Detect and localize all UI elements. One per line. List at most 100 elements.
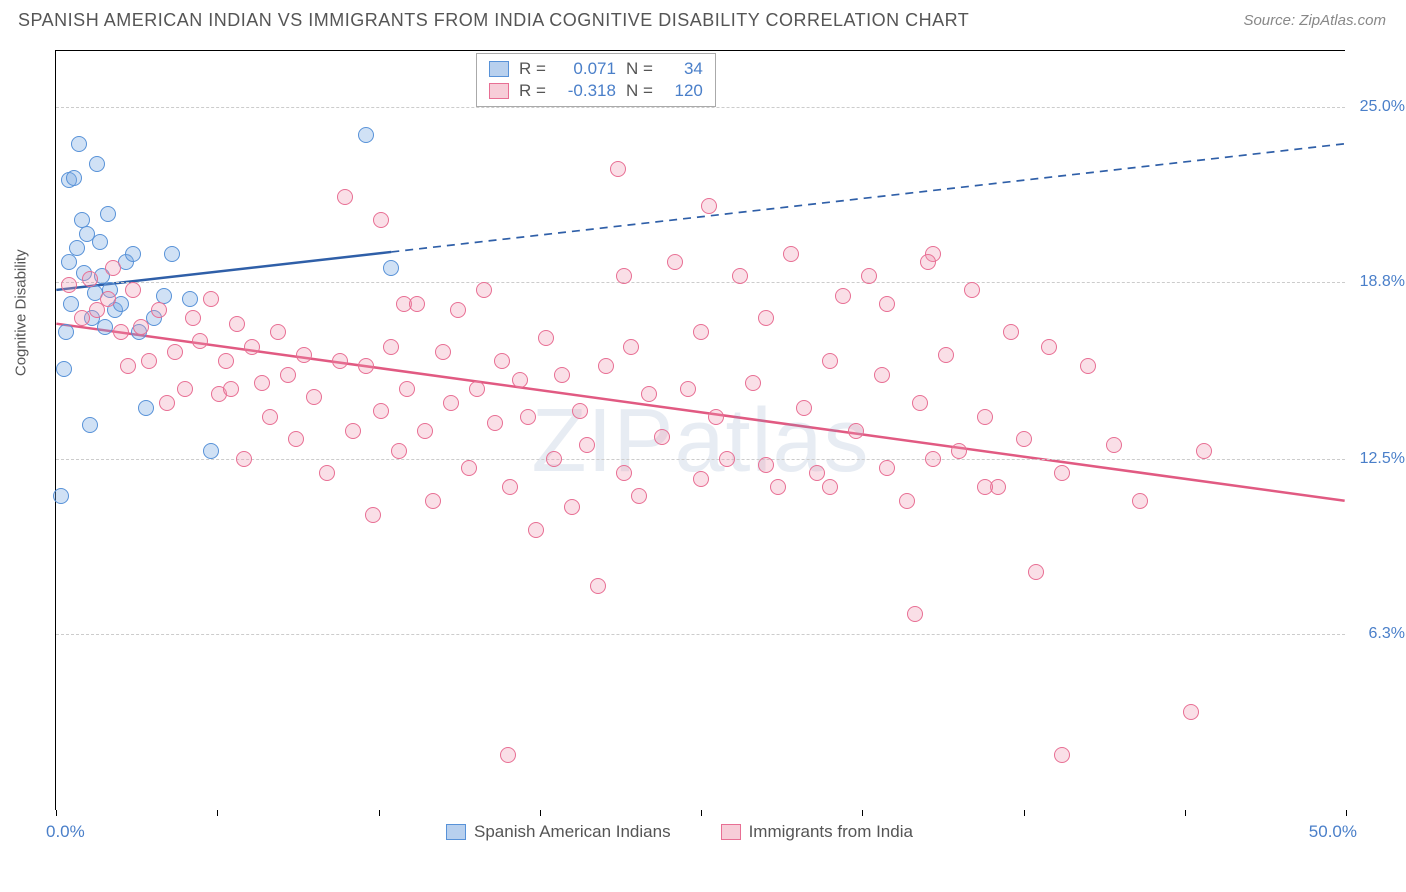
correlation-legend-row: R =0.071N =34 [489, 58, 703, 80]
data-point [71, 136, 87, 152]
data-point [610, 161, 626, 177]
data-point [1196, 443, 1212, 459]
data-point [977, 409, 993, 425]
data-point [244, 339, 260, 355]
data-point [92, 234, 108, 250]
data-point [182, 291, 198, 307]
series-legend-item: Immigrants from India [721, 822, 913, 842]
data-point [100, 206, 116, 222]
chart-title: SPANISH AMERICAN INDIAN VS IMMIGRANTS FR… [18, 10, 969, 31]
data-point [616, 268, 632, 284]
data-point [1080, 358, 1096, 374]
data-point [1016, 431, 1032, 447]
chart-header: SPANISH AMERICAN INDIAN VS IMMIGRANTS FR… [0, 0, 1406, 39]
y-tick-label: 18.8% [1360, 273, 1405, 291]
data-point [616, 465, 632, 481]
data-point [693, 324, 709, 340]
correlation-legend: R =0.071N =34R =-0.318N =120 [476, 53, 716, 107]
r-value: -0.318 [556, 81, 616, 101]
data-point [654, 429, 670, 445]
data-point [218, 353, 234, 369]
n-value: 34 [663, 59, 703, 79]
data-point [1003, 324, 1019, 340]
data-point [912, 395, 928, 411]
data-point [229, 316, 245, 332]
data-point [874, 367, 890, 383]
gridline [56, 634, 1345, 635]
data-point [383, 339, 399, 355]
r-value: 0.071 [556, 59, 616, 79]
data-point [383, 260, 399, 276]
data-point [732, 268, 748, 284]
data-point [564, 499, 580, 515]
data-point [203, 443, 219, 459]
data-point [319, 465, 335, 481]
x-tick [1185, 810, 1186, 816]
data-point [708, 409, 724, 425]
data-point [554, 367, 570, 383]
data-point [631, 488, 647, 504]
data-point [236, 451, 252, 467]
data-point [572, 403, 588, 419]
data-point [502, 479, 518, 495]
data-point [223, 381, 239, 397]
data-point [951, 443, 967, 459]
data-point [879, 296, 895, 312]
data-point [306, 389, 322, 405]
x-tick [1024, 810, 1025, 816]
data-point [74, 310, 90, 326]
data-point [358, 358, 374, 374]
data-point [435, 344, 451, 360]
data-point [667, 254, 683, 270]
y-axis-label: Cognitive Disability [13, 249, 30, 376]
data-point [494, 353, 510, 369]
y-tick-label: 12.5% [1360, 450, 1405, 468]
data-point [365, 507, 381, 523]
data-point [719, 451, 735, 467]
trend-lines [56, 51, 1345, 810]
data-point [105, 260, 121, 276]
data-point [66, 170, 82, 186]
data-point [680, 381, 696, 397]
x-tick [56, 810, 57, 816]
data-point [358, 127, 374, 143]
data-point [391, 443, 407, 459]
data-point [177, 381, 193, 397]
data-point [977, 479, 993, 495]
data-point [141, 353, 157, 369]
data-point [89, 156, 105, 172]
legend-swatch [446, 824, 466, 840]
n-label: N = [626, 81, 653, 101]
data-point [192, 333, 208, 349]
r-label: R = [519, 81, 546, 101]
data-point [296, 347, 312, 363]
scatter-chart: Cognitive Disability ZIPatlas R =0.071N … [55, 50, 1345, 810]
data-point [701, 198, 717, 214]
data-point [822, 479, 838, 495]
data-point [758, 457, 774, 473]
series-legend: Spanish American IndiansImmigrants from … [446, 822, 913, 842]
data-point [373, 212, 389, 228]
data-point [809, 465, 825, 481]
data-point [82, 271, 98, 287]
data-point [61, 277, 77, 293]
data-point [925, 451, 941, 467]
data-point [579, 437, 595, 453]
data-point [120, 358, 136, 374]
data-point [63, 296, 79, 312]
data-point [443, 395, 459, 411]
data-point [879, 460, 895, 476]
data-point [345, 423, 361, 439]
data-point [262, 409, 278, 425]
data-point [476, 282, 492, 298]
data-point [450, 302, 466, 318]
data-point [745, 375, 761, 391]
data-point [138, 400, 154, 416]
data-point [270, 324, 286, 340]
data-point [159, 395, 175, 411]
data-point [796, 400, 812, 416]
data-point [758, 310, 774, 326]
data-point [590, 578, 606, 594]
data-point [97, 319, 113, 335]
r-label: R = [519, 59, 546, 79]
